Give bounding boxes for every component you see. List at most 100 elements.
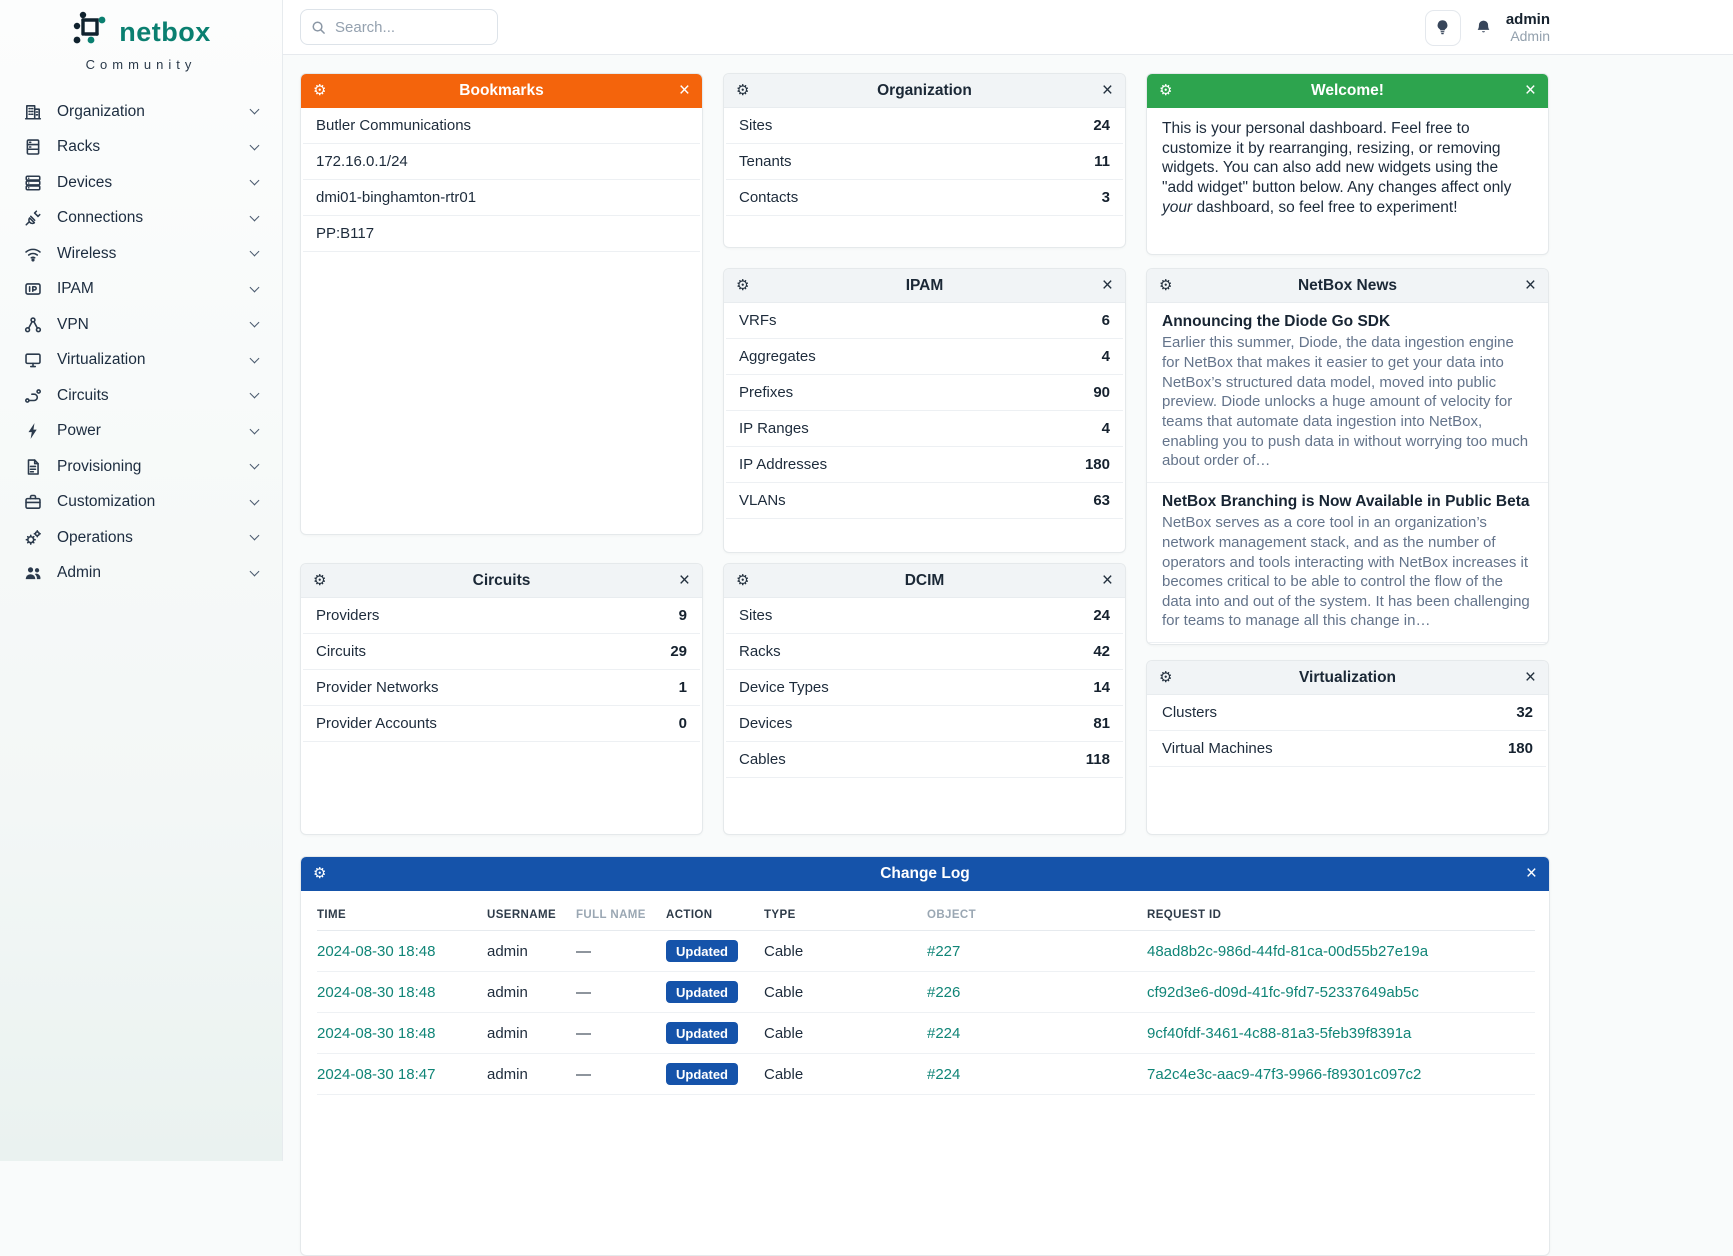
sidebar-item[interactable]: Provisioning bbox=[0, 449, 282, 485]
widget-circuits-header[interactable]: ⚙ Circuits × bbox=[301, 564, 702, 598]
stat-row[interactable]: Prefixes 90 bbox=[726, 375, 1123, 411]
bookmark-item[interactable]: Butler Communications bbox=[303, 108, 700, 144]
widget-organization-header[interactable]: ⚙ Organization × bbox=[724, 74, 1125, 108]
user-menu[interactable]: admin Admin bbox=[1506, 11, 1550, 44]
change-object-link[interactable]: #226 bbox=[927, 983, 961, 1001]
stat-row[interactable]: Clusters 32 bbox=[1149, 695, 1546, 731]
gear-icon[interactable]: ⚙ bbox=[1159, 669, 1173, 686]
sidebar-item[interactable]: Virtualization bbox=[0, 343, 282, 379]
stat-row[interactable]: VLANs 63 bbox=[726, 483, 1123, 519]
change-time-link[interactable]: 2024-08-30 18:47 bbox=[317, 1065, 436, 1083]
stat-label: Virtual Machines bbox=[1162, 740, 1273, 757]
widget-bookmarks-header[interactable]: ⚙ Bookmarks × bbox=[301, 74, 702, 108]
change-request-id-link[interactable]: 48ad8b2c-986d-44fd-81ca-00d55b27e19a bbox=[1147, 942, 1429, 960]
stat-row[interactable]: VRFs 6 bbox=[726, 303, 1123, 339]
change-object-link[interactable]: #224 bbox=[927, 1065, 961, 1083]
changelog-row: 2024-08-30 18:47 admin — Updated Cable #… bbox=[317, 1053, 1535, 1095]
stat-row[interactable]: Sites 24 bbox=[726, 108, 1123, 144]
gear-icon[interactable]: ⚙ bbox=[313, 82, 327, 99]
gear-icon[interactable]: ⚙ bbox=[1159, 82, 1173, 99]
close-icon[interactable]: × bbox=[1101, 80, 1113, 101]
stat-row[interactable]: Device Types 14 bbox=[726, 670, 1123, 706]
col-action[interactable]: ACTION bbox=[666, 897, 764, 931]
search-box[interactable] bbox=[300, 9, 498, 45]
widget-virtualization-header[interactable]: ⚙ Virtualization × bbox=[1147, 661, 1548, 695]
stat-row[interactable]: Circuits 29 bbox=[303, 634, 700, 670]
change-username: admin bbox=[487, 1053, 576, 1095]
widget-dcim-header[interactable]: ⚙ DCIM × bbox=[724, 564, 1125, 598]
close-icon[interactable]: × bbox=[1524, 667, 1536, 688]
stat-row[interactable]: Contacts 3 bbox=[726, 180, 1123, 216]
stat-row[interactable]: Aggregates 4 bbox=[726, 339, 1123, 375]
gear-icon[interactable]: ⚙ bbox=[1159, 277, 1173, 294]
bookmark-item[interactable]: dmi01-binghamton-rtr01 bbox=[303, 180, 700, 216]
stat-row[interactable]: IP Ranges 4 bbox=[726, 411, 1123, 447]
gear-icon[interactable]: ⚙ bbox=[736, 277, 750, 294]
change-full-name: — bbox=[576, 1053, 666, 1095]
gear-icon[interactable]: ⚙ bbox=[736, 572, 750, 589]
close-icon[interactable]: × bbox=[1524, 275, 1536, 296]
widget-ipam-header[interactable]: ⚙ IPAM × bbox=[724, 269, 1125, 303]
change-request-id-link[interactable]: 9cf40fdf-3461-4c88-81a3-5feb39f8391a bbox=[1147, 1024, 1412, 1042]
col-time[interactable]: TIME bbox=[317, 897, 487, 931]
close-icon[interactable]: × bbox=[1525, 863, 1537, 884]
sidebar-item[interactable]: Organization bbox=[0, 94, 282, 130]
news-item[interactable]: NetBox Branching is Now Available in Pub… bbox=[1147, 483, 1548, 644]
change-object-link[interactable]: #227 bbox=[927, 942, 961, 960]
change-time-link[interactable]: 2024-08-30 18:48 bbox=[317, 1024, 436, 1042]
sidebar-item[interactable]: IPAM bbox=[0, 272, 282, 308]
widget-news-header[interactable]: ⚙ NetBox News × bbox=[1147, 269, 1548, 303]
search-input[interactable] bbox=[335, 18, 485, 36]
news-item[interactable]: A New Look For NetBox and NetBox Labs bbox=[1147, 643, 1548, 644]
sidebar-item[interactable]: Circuits bbox=[0, 378, 282, 414]
close-icon[interactable]: × bbox=[1101, 570, 1113, 591]
close-icon[interactable]: × bbox=[1524, 80, 1536, 101]
stat-row[interactable]: Virtual Machines 180 bbox=[1149, 731, 1546, 767]
change-time-link[interactable]: 2024-08-30 18:48 bbox=[317, 942, 436, 960]
change-request-id-link[interactable]: cf92d3e6-d09d-41fc-9fd7-52337649ab5c bbox=[1147, 983, 1419, 1001]
news-item[interactable]: Announcing the Diode Go SDK Earlier this… bbox=[1147, 303, 1548, 483]
stat-label: VRFs bbox=[739, 312, 777, 329]
col-type[interactable]: TYPE bbox=[764, 897, 927, 931]
stat-row[interactable]: Devices 81 bbox=[726, 706, 1123, 742]
stat-row[interactable]: Providers 9 bbox=[303, 598, 700, 634]
user-role: Admin bbox=[1510, 28, 1550, 45]
sidebar-item[interactable]: Devices bbox=[0, 165, 282, 201]
change-time-link[interactable]: 2024-08-30 18:48 bbox=[317, 983, 436, 1001]
sidebar-item[interactable]: Connections bbox=[0, 201, 282, 237]
sidebar-item[interactable]: Power bbox=[0, 414, 282, 450]
sidebar-item[interactable]: Admin bbox=[0, 556, 282, 592]
stat-row[interactable]: Sites 24 bbox=[726, 598, 1123, 634]
close-icon[interactable]: × bbox=[678, 570, 690, 591]
notifications-button[interactable] bbox=[1475, 19, 1492, 36]
sidebar-item[interactable]: Wireless bbox=[0, 236, 282, 272]
change-request-id-link[interactable]: 7a2c4e3c-aac9-47f3-9966-f89301c097c2 bbox=[1147, 1065, 1422, 1083]
widget-welcome-header[interactable]: ⚙ Welcome! × bbox=[1147, 74, 1548, 108]
widget-changelog-header[interactable]: ⚙ Change Log × bbox=[301, 857, 1549, 891]
stat-row[interactable]: Cables 118 bbox=[726, 742, 1123, 778]
stat-row[interactable]: IP Addresses 180 bbox=[726, 447, 1123, 483]
close-icon[interactable]: × bbox=[678, 80, 690, 101]
change-object-link[interactable]: #224 bbox=[927, 1024, 961, 1042]
gear-icon[interactable]: ⚙ bbox=[313, 572, 327, 589]
stat-row[interactable]: Provider Networks 1 bbox=[303, 670, 700, 706]
stat-row[interactable]: Tenants 11 bbox=[726, 144, 1123, 180]
col-username[interactable]: USERNAME bbox=[487, 897, 576, 931]
plug-icon bbox=[24, 209, 42, 227]
stat-row[interactable]: Provider Accounts 0 bbox=[303, 706, 700, 742]
sidebar-item[interactable]: Racks bbox=[0, 130, 282, 166]
gear-icon[interactable]: ⚙ bbox=[736, 82, 750, 99]
brand[interactable]: netbox Community bbox=[0, 0, 282, 72]
gear-icon[interactable]: ⚙ bbox=[313, 865, 327, 882]
close-icon[interactable]: × bbox=[1101, 275, 1113, 296]
chevron-down-icon bbox=[249, 424, 260, 435]
sidebar-item[interactable]: Operations bbox=[0, 520, 282, 556]
stat-label: IP Addresses bbox=[739, 456, 828, 473]
stat-row[interactable]: Racks 42 bbox=[726, 634, 1123, 670]
sidebar-item[interactable]: VPN bbox=[0, 307, 282, 343]
col-request-id[interactable]: REQUEST ID bbox=[1147, 897, 1535, 931]
bookmark-item[interactable]: 172.16.0.1/24 bbox=[303, 144, 700, 180]
theme-toggle-button[interactable] bbox=[1424, 9, 1461, 46]
sidebar-item[interactable]: Customization bbox=[0, 485, 282, 521]
bookmark-item[interactable]: PP:B117 bbox=[303, 216, 700, 252]
